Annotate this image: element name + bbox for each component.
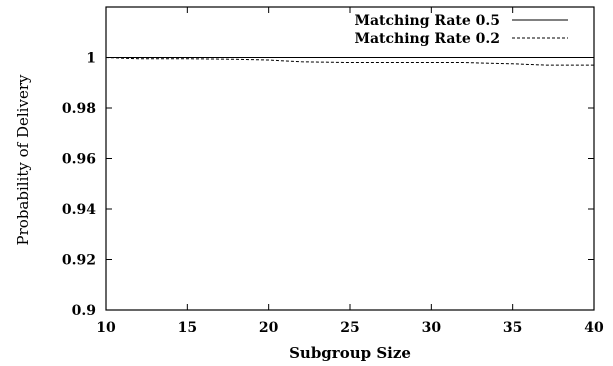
plot-area: 10 15 20 25 30 35 40 0.9 0.92 0.94 0.96 0.98 1 <box>62 6 604 336</box>
y-tick-label: 1 <box>86 51 96 67</box>
x-tick-label: 20 <box>259 320 279 336</box>
y-axis-ticks: 0.9 0.92 0.94 0.96 0.98 1 <box>62 51 594 319</box>
legend: Matching Rate 0.5 Matching Rate 0.2 <box>354 13 568 47</box>
plot-frame <box>105 6 595 311</box>
x-axis-title: Subgroup Size <box>289 344 411 362</box>
series-line-2 <box>105 57 594 66</box>
y-tick-label: 0.98 <box>62 101 96 117</box>
x-tick-label: 35 <box>503 320 522 336</box>
y-tick-label: 0.9 <box>72 303 96 319</box>
y-tick-label: 0.96 <box>62 152 96 168</box>
y-axis-title: Probability of Delivery <box>14 74 32 245</box>
x-tick-label: 30 <box>422 320 442 336</box>
x-axis-ticks: 10 15 20 25 30 35 40 <box>96 7 604 336</box>
x-tick-label: 40 <box>584 320 604 336</box>
legend-label-series-1: Matching Rate 0.5 <box>354 13 500 29</box>
x-tick-label: 10 <box>96 320 116 336</box>
series-lines <box>105 57 594 66</box>
x-tick-label: 25 <box>340 320 359 336</box>
y-tick-label: 0.92 <box>62 253 96 269</box>
y-tick-label: 0.94 <box>62 202 96 218</box>
legend-label-series-2: Matching Rate 0.2 <box>354 31 500 47</box>
x-tick-label: 15 <box>178 320 197 336</box>
